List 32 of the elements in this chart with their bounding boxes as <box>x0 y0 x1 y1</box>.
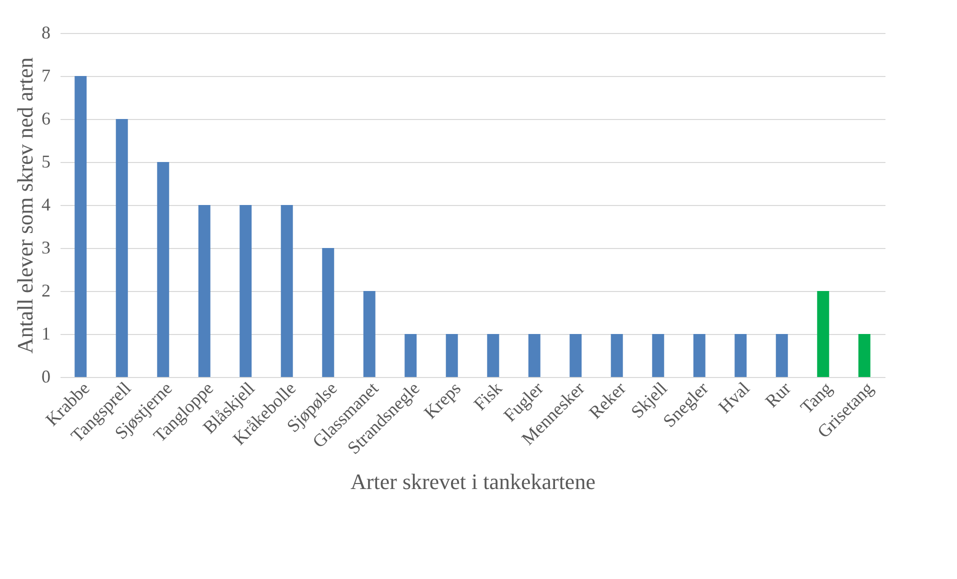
bar <box>322 248 334 377</box>
bar <box>776 334 788 377</box>
bar <box>858 334 870 377</box>
y-tick-label: 4 <box>42 194 50 214</box>
bar <box>157 162 170 377</box>
y-tick-label: 2 <box>42 280 50 300</box>
y-tick-label: 0 <box>42 366 50 386</box>
bar <box>280 205 293 377</box>
bar <box>652 334 664 377</box>
bar <box>570 334 582 377</box>
bar <box>404 334 417 377</box>
bar <box>363 291 376 377</box>
x-tick-label: Rur <box>761 378 795 412</box>
y-tick-label: 8 <box>42 22 50 42</box>
y-axis-title: Antall elever som skrev ned arten <box>12 57 38 354</box>
y-tick-label: 3 <box>42 238 50 258</box>
bar <box>528 334 540 377</box>
x-axis-title: Arter skrevet i tankekartene <box>350 468 596 494</box>
y-tick-label: 5 <box>42 152 50 172</box>
bar <box>610 334 623 377</box>
y-tick-label: 6 <box>42 108 50 128</box>
bar <box>817 291 830 377</box>
y-tick-label: 7 <box>42 66 50 86</box>
bar <box>74 76 87 377</box>
bar <box>446 334 458 377</box>
bar <box>487 334 500 377</box>
bar <box>734 334 747 377</box>
bar <box>693 334 706 377</box>
bar <box>198 205 210 377</box>
bar <box>240 205 252 377</box>
y-tick-label: 1 <box>42 324 50 344</box>
bar <box>116 119 128 377</box>
